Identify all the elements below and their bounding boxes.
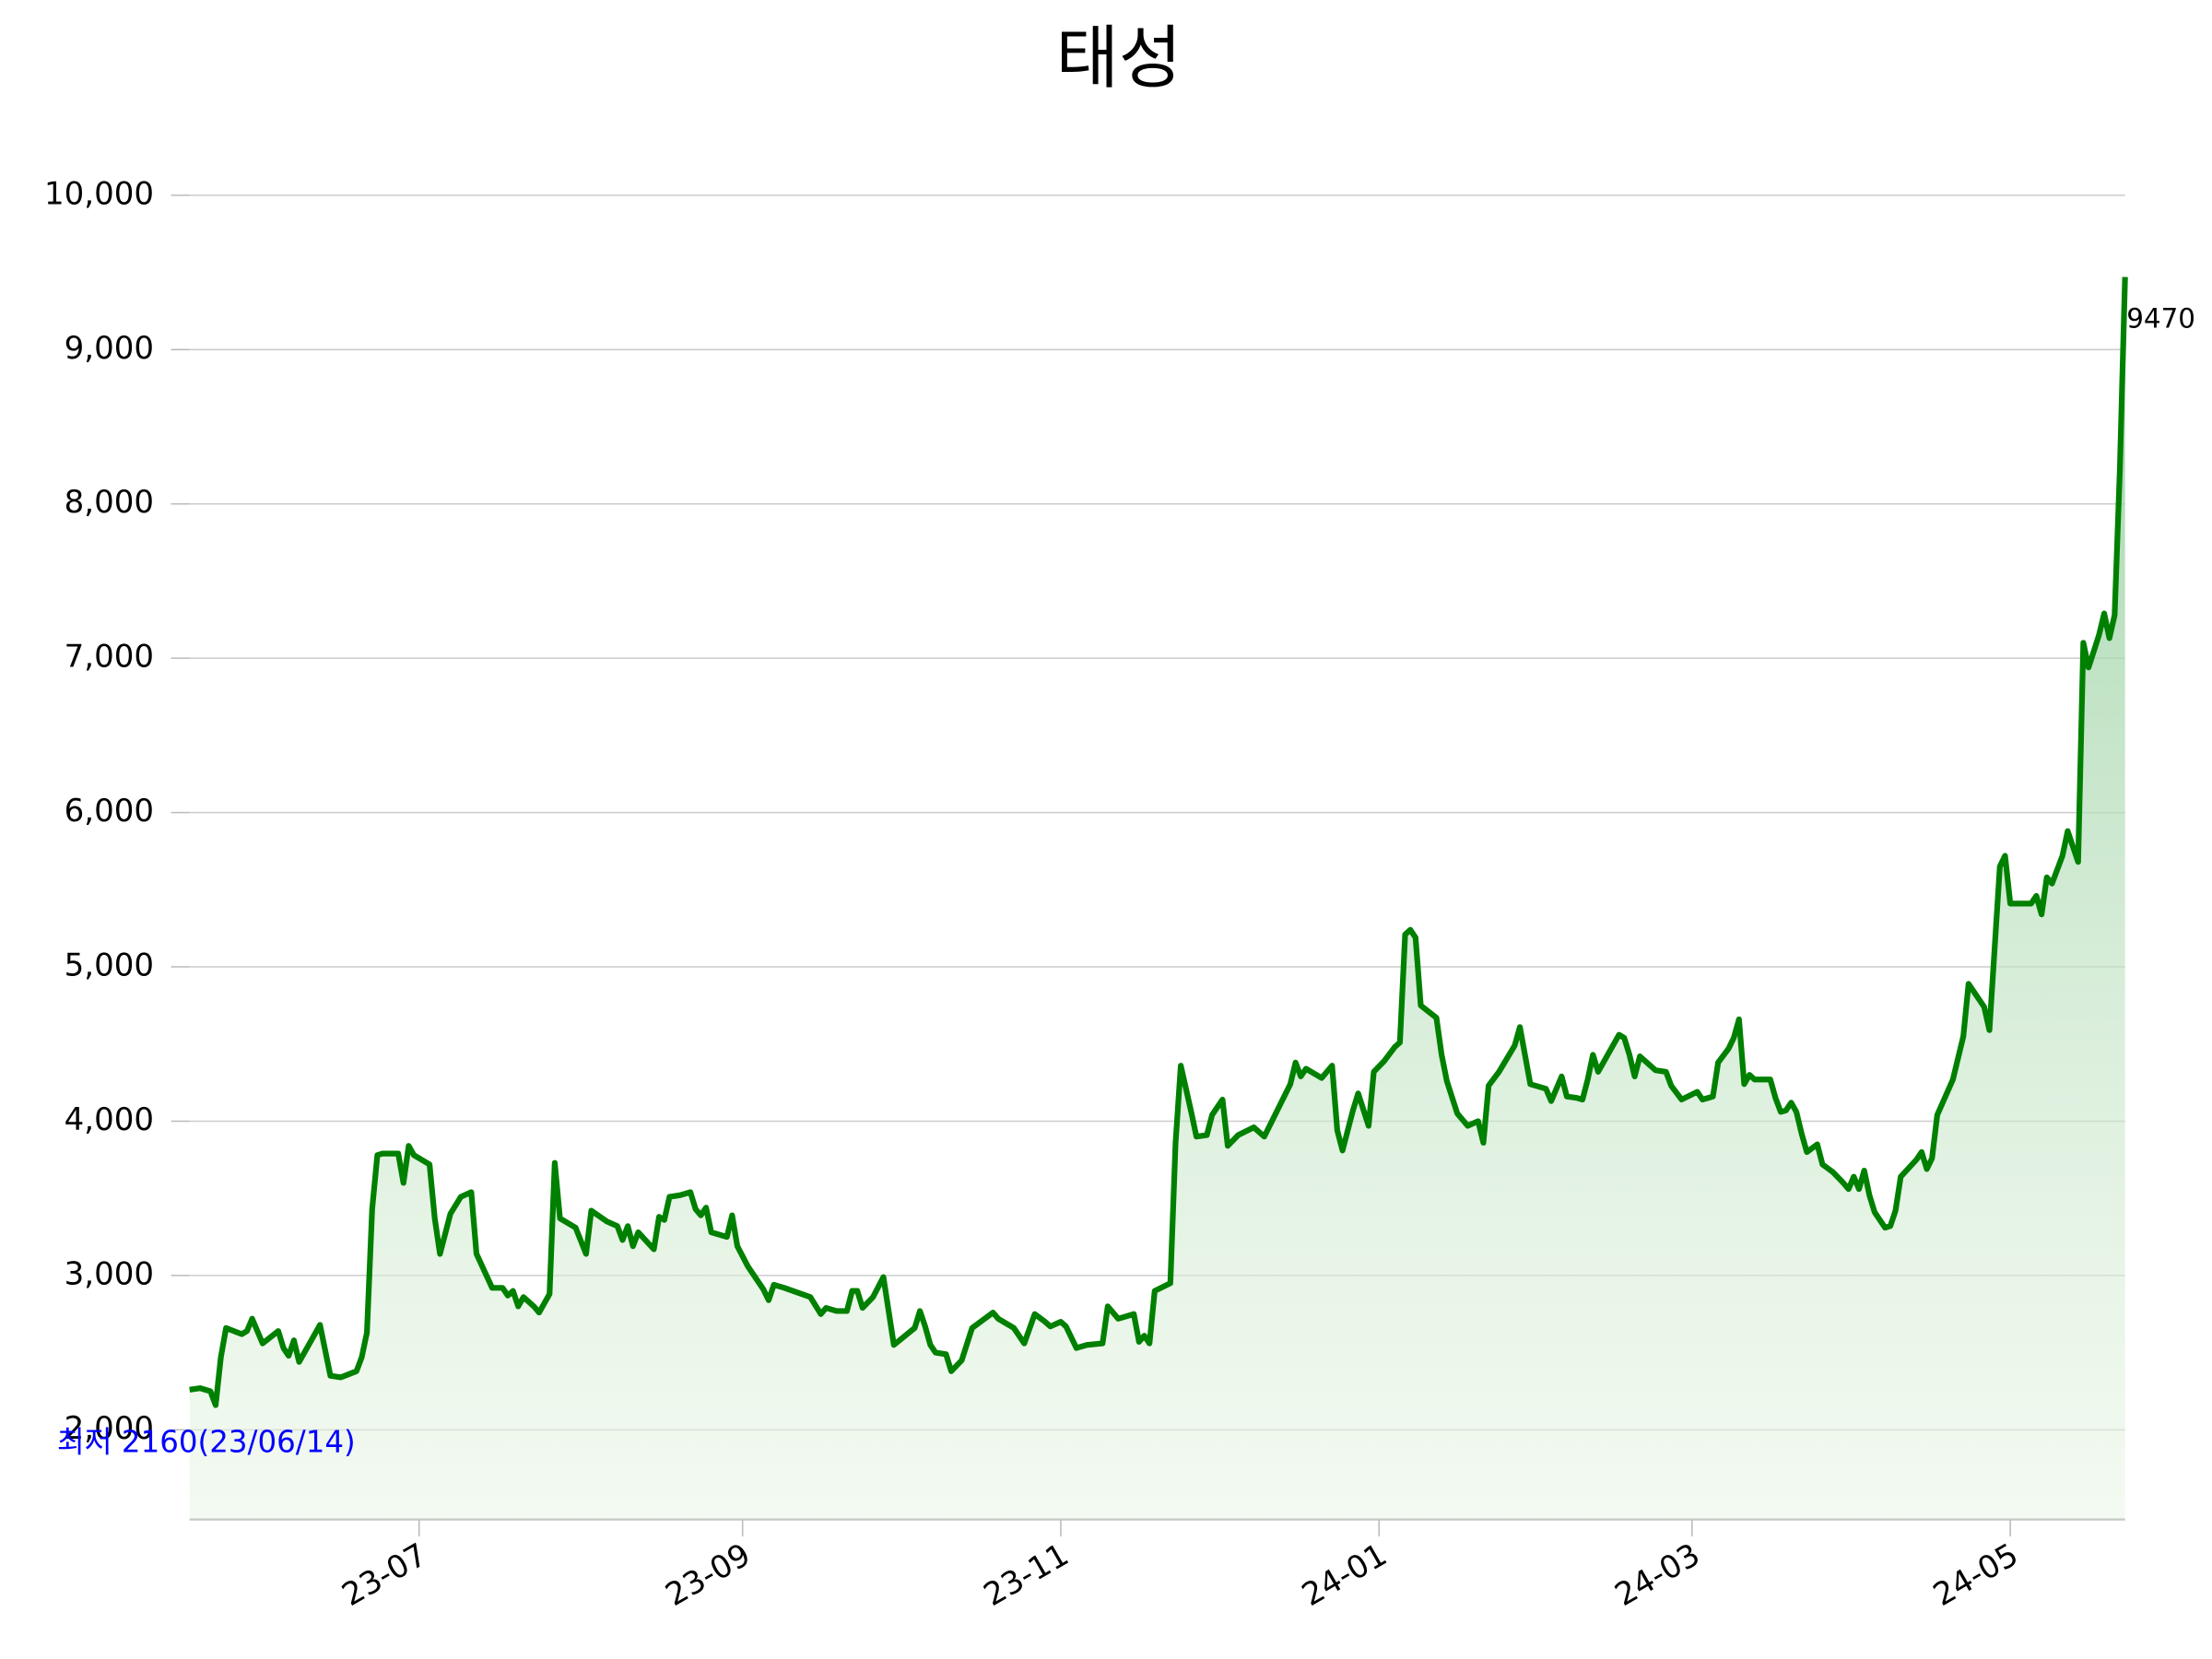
x-tick-label: 24-03	[1609, 1536, 1707, 1614]
area	[189, 276, 2125, 1520]
y-tick-label: 10,000	[44, 175, 154, 212]
line	[189, 276, 2128, 1408]
y-tick-label: 5,000	[65, 947, 154, 984]
y-tick-label: 8,000	[65, 484, 154, 521]
y-tick-label: 3,000	[65, 1255, 154, 1292]
x-tick-label: 24-01	[1296, 1536, 1394, 1614]
y-tick-label: 7,000	[65, 639, 154, 676]
y-tick-label: 9,000	[65, 330, 154, 367]
x-tick-label: 24-05	[1927, 1536, 2025, 1614]
x-tick-label: 23-09	[660, 1536, 758, 1614]
y-tick-label: 4,000	[65, 1101, 154, 1138]
value-label: 9470	[2126, 302, 2195, 334]
annotation: 최저 2160(23/06/14)	[57, 1424, 356, 1459]
y-tick-label: 2,000	[65, 1410, 154, 1447]
x-tick-label: 23-07	[336, 1536, 434, 1614]
y-tick-label: 6,000	[65, 793, 154, 830]
x-tick-label: 23-11	[978, 1536, 1076, 1614]
chart-title: 태성	[1056, 18, 1182, 99]
